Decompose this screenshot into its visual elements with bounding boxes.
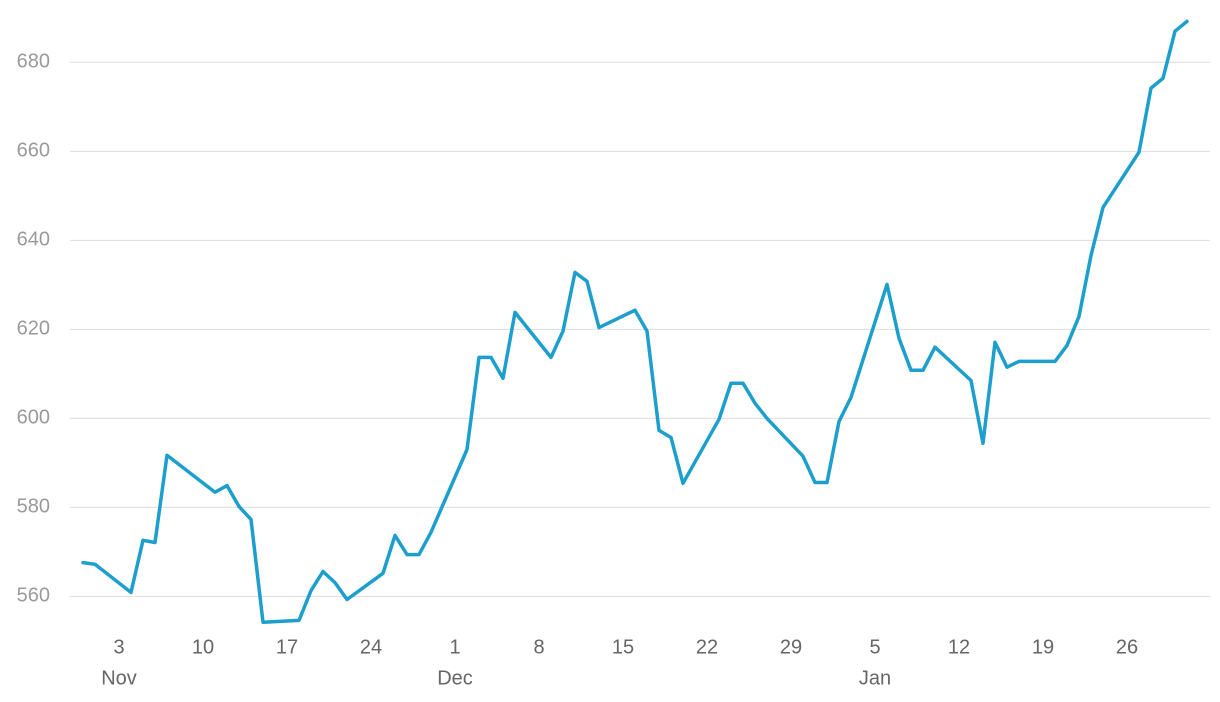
x-tick-label: 24 bbox=[360, 636, 382, 658]
x-tick-label: 17 bbox=[276, 636, 298, 658]
x-month-label: Jan bbox=[859, 667, 891, 689]
line bbox=[81, 19, 1189, 624]
x-tick-label: 10 bbox=[192, 636, 214, 658]
x-tick-label: 1 bbox=[449, 636, 460, 658]
x-tick-label: 29 bbox=[780, 636, 802, 658]
y-tick-label: 600 bbox=[17, 407, 50, 429]
y-tick-label: 640 bbox=[17, 229, 50, 251]
x-tick-label: 8 bbox=[533, 636, 544, 658]
x-tick-label: 12 bbox=[948, 636, 970, 658]
y-tick-label: 620 bbox=[17, 318, 50, 340]
x-tick-label: 22 bbox=[696, 636, 718, 658]
x-month-label: Dec bbox=[437, 667, 473, 689]
x-tick-label: 15 bbox=[612, 636, 634, 658]
x-month-label: Nov bbox=[101, 667, 137, 689]
y-tick-label: 560 bbox=[17, 585, 50, 607]
x-tick-label: 26 bbox=[1116, 636, 1138, 658]
y-tick-label: 660 bbox=[17, 140, 50, 162]
x-tick-label: 19 bbox=[1032, 636, 1054, 658]
y-tick-label: 580 bbox=[17, 496, 50, 518]
x-tick-label: 5 bbox=[869, 636, 880, 658]
y-tick-label: 680 bbox=[17, 51, 50, 73]
x-tick-label: 3 bbox=[113, 636, 124, 658]
